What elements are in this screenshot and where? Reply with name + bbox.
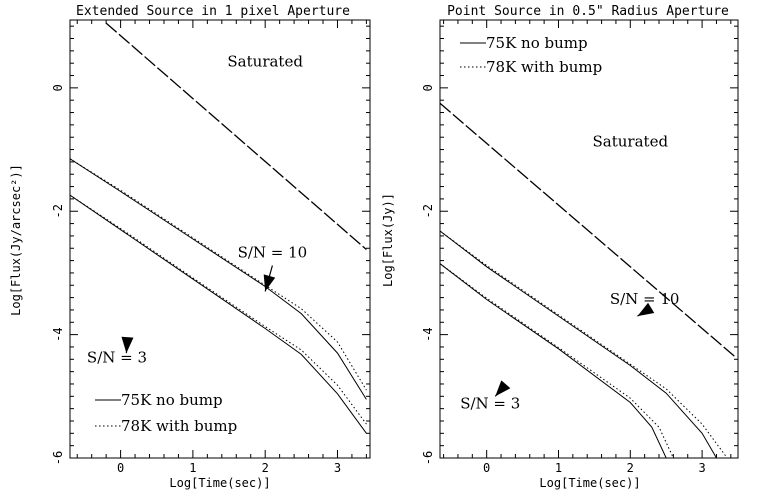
left-y-tick-label: -4 — [51, 327, 65, 341]
panel-right: Point Source in 0.5" Radius Aperture Log… — [381, 4, 739, 490]
left-arrow-head-0 — [263, 274, 276, 292]
right-x-tick-label: 0 — [483, 461, 490, 475]
right-legend-label-1: 78K with bump — [486, 58, 602, 76]
right-series-line-1 — [440, 230, 728, 458]
right-series-line-4 — [440, 102, 735, 357]
left-y-tick-label: -2 — [51, 204, 65, 218]
left-annotation-1: S/N = 10 — [238, 244, 308, 262]
right-annotation-1: S/N = 10 — [610, 290, 680, 308]
left-y-tick-label: -6 — [51, 451, 65, 465]
right-series-line-0 — [440, 230, 717, 458]
right-series-line-3 — [440, 263, 674, 458]
right-x-tick-label: 2 — [627, 461, 634, 475]
left-annotation-0: Saturated — [227, 52, 303, 70]
right-title: Point Source in 0.5" Radius Aperture — [447, 4, 729, 19]
right-plot-frame — [439, 19, 739, 459]
right-legend-label-0: 75K no bump — [486, 34, 588, 52]
panel-left: Extended Source in 1 pixel Aperture Log[… — [9, 4, 371, 490]
right-x-axis-label: Log[Time(sec)] — [539, 476, 640, 490]
left-y-axis-label: Log[Flux(Jy/arcsec²)] — [9, 164, 23, 316]
left-series-line-4 — [105, 22, 367, 250]
right-y-tick-label: -6 — [421, 451, 435, 465]
right-y-tick-label: -2 — [421, 204, 435, 218]
left-annotation-2: S/N = 3 — [87, 348, 147, 366]
right-annotation-0: Saturated — [593, 132, 669, 150]
right-annotation-2: S/N = 3 — [460, 395, 520, 413]
left-legend-label-1: 78K with bump — [121, 417, 237, 435]
left-x-tick-label: 1 — [189, 461, 196, 475]
left-x-tick-label: 3 — [334, 461, 341, 475]
left-x-axis-label: Log[Time(sec)] — [169, 476, 270, 490]
left-y-tick-label: 0 — [51, 84, 65, 91]
right-x-tick-label: 3 — [698, 461, 705, 475]
left-x-tick-label: 2 — [262, 461, 269, 475]
left-legend-label-0: 75K no bump — [121, 391, 223, 409]
left-title: Extended Source in 1 pixel Aperture — [76, 4, 350, 19]
left-x-tick-label: 0 — [117, 461, 124, 475]
left-arrow-head-1 — [121, 336, 134, 354]
right-y-tick-label: -4 — [421, 327, 435, 341]
right-y-axis-label: Log[Flux(Jy)] — [381, 193, 395, 287]
left-series-line-2 — [70, 194, 367, 434]
left-series-line-3 — [70, 194, 367, 425]
right-arrow-head-1 — [495, 380, 511, 397]
right-x-tick-label: 1 — [555, 461, 562, 475]
right-arrow-head-0 — [637, 302, 655, 317]
left-plot-frame — [69, 19, 371, 459]
right-y-tick-label: 0 — [421, 84, 435, 91]
right-series-line-2 — [440, 263, 667, 458]
